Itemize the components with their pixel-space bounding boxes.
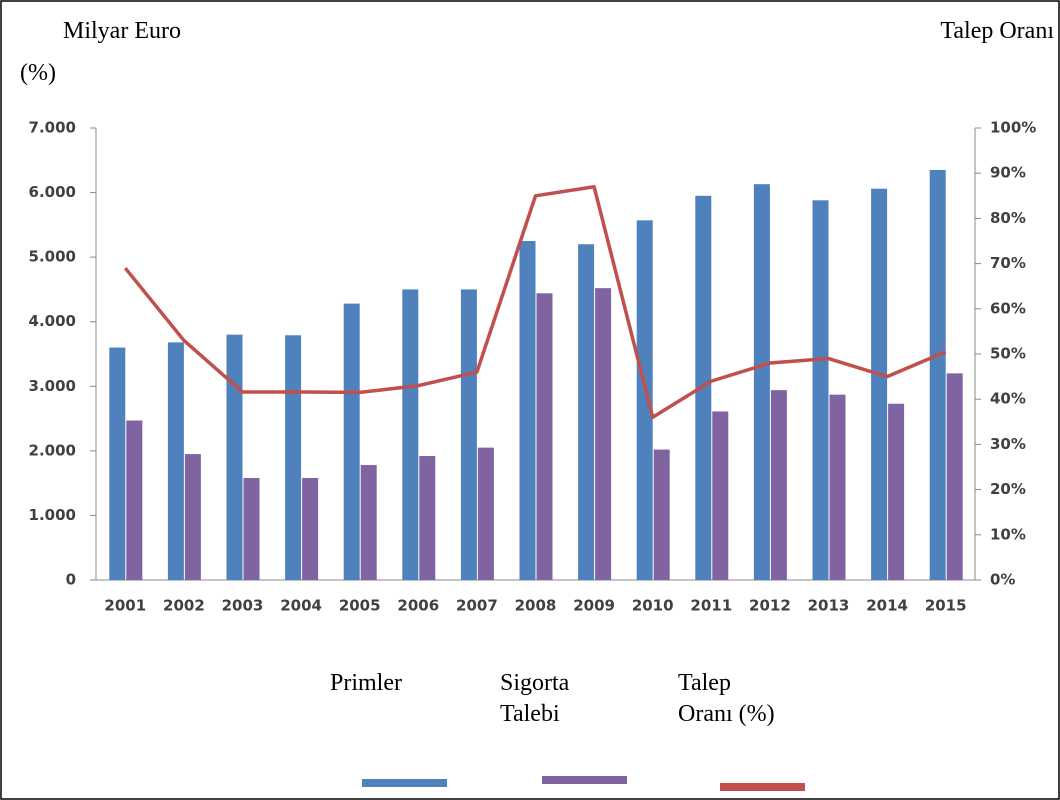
bar bbox=[636, 220, 653, 580]
legend-item: Sigorta Talebi bbox=[500, 670, 570, 727]
bar bbox=[888, 403, 905, 580]
x-tick-label: 2001 bbox=[104, 597, 146, 615]
bar bbox=[578, 244, 595, 580]
bar bbox=[477, 447, 494, 580]
x-tick-label: 2007 bbox=[456, 597, 498, 615]
bar bbox=[871, 188, 888, 580]
y-tick-label: 7.000 bbox=[29, 119, 76, 137]
y-tick-label: 4.000 bbox=[29, 312, 76, 330]
bar bbox=[109, 347, 126, 580]
bar bbox=[343, 303, 360, 580]
bar bbox=[302, 477, 319, 580]
legend-swatch bbox=[362, 779, 447, 787]
x-tick-label: 2010 bbox=[632, 597, 674, 615]
legend-swatch bbox=[720, 783, 805, 791]
x-tick-label: 2013 bbox=[808, 597, 850, 615]
bar bbox=[653, 449, 670, 580]
y2-tick-label: 10% bbox=[990, 525, 1026, 543]
legend-item: Talep Oranı (%) bbox=[678, 670, 775, 727]
bar bbox=[285, 335, 302, 580]
x-tick-label: 2003 bbox=[222, 597, 264, 615]
y-tick-label: 6.000 bbox=[29, 183, 76, 201]
legend-label: Sigorta Talebi bbox=[500, 670, 570, 727]
y-tick-label: 2.000 bbox=[29, 441, 76, 459]
y2-tick-label: 50% bbox=[990, 345, 1026, 363]
bar bbox=[402, 289, 419, 580]
x-tick-label: 2004 bbox=[280, 597, 322, 615]
y2-axis-unit: (%) bbox=[20, 60, 56, 86]
bar bbox=[460, 289, 477, 580]
y2-tick-label: 100% bbox=[990, 119, 1036, 137]
y-tick-label: 5.000 bbox=[29, 248, 76, 266]
bar bbox=[770, 390, 787, 580]
x-tick-label: 2015 bbox=[925, 597, 967, 615]
bar bbox=[167, 342, 184, 580]
bar bbox=[712, 411, 729, 580]
bar bbox=[519, 241, 536, 580]
y2-tick-label: 30% bbox=[990, 435, 1026, 453]
x-tick-label: 2014 bbox=[866, 597, 908, 615]
bar bbox=[243, 477, 260, 580]
y-tick-label: 1.000 bbox=[29, 506, 76, 524]
bar bbox=[595, 288, 612, 580]
y-tick-label: 3.000 bbox=[29, 377, 76, 395]
y2-tick-label: 60% bbox=[990, 299, 1026, 317]
y-axis-label: Milyar Euro bbox=[63, 18, 181, 44]
x-tick-label: 2006 bbox=[397, 597, 439, 615]
y2-tick-label: 70% bbox=[990, 254, 1026, 272]
bar bbox=[536, 293, 553, 580]
legend-swatch bbox=[542, 776, 627, 784]
x-tick-label: 2011 bbox=[690, 597, 732, 615]
bar bbox=[946, 373, 963, 580]
bar bbox=[929, 169, 946, 580]
y2-tick-label: 80% bbox=[990, 209, 1026, 227]
y-tick-label: 0 bbox=[66, 571, 76, 589]
x-tick-label: 2012 bbox=[749, 597, 791, 615]
bar bbox=[126, 420, 143, 580]
bar bbox=[419, 456, 436, 580]
y2-tick-label: 40% bbox=[990, 390, 1026, 408]
legend-label: Talep Oranı (%) bbox=[678, 670, 775, 727]
bar bbox=[812, 200, 829, 580]
bar bbox=[184, 454, 201, 580]
x-tick-label: 2005 bbox=[339, 597, 381, 615]
line bbox=[123, 185, 947, 420]
x-tick-label: 2008 bbox=[515, 597, 557, 615]
bar bbox=[753, 184, 770, 581]
x-tick-label: 2002 bbox=[163, 597, 205, 615]
legend-label: Primler bbox=[330, 670, 402, 696]
bar bbox=[360, 465, 377, 580]
y2-tick-label: 0% bbox=[990, 571, 1015, 589]
bar bbox=[829, 394, 846, 580]
y2-tick-label: 90% bbox=[990, 164, 1026, 182]
y2-axis-label: Talep Oranı bbox=[940, 18, 1054, 44]
legend-item: Primler bbox=[330, 670, 402, 696]
y2-tick-label: 20% bbox=[990, 480, 1026, 498]
bar bbox=[226, 334, 243, 580]
x-tick-label: 2009 bbox=[573, 597, 615, 615]
